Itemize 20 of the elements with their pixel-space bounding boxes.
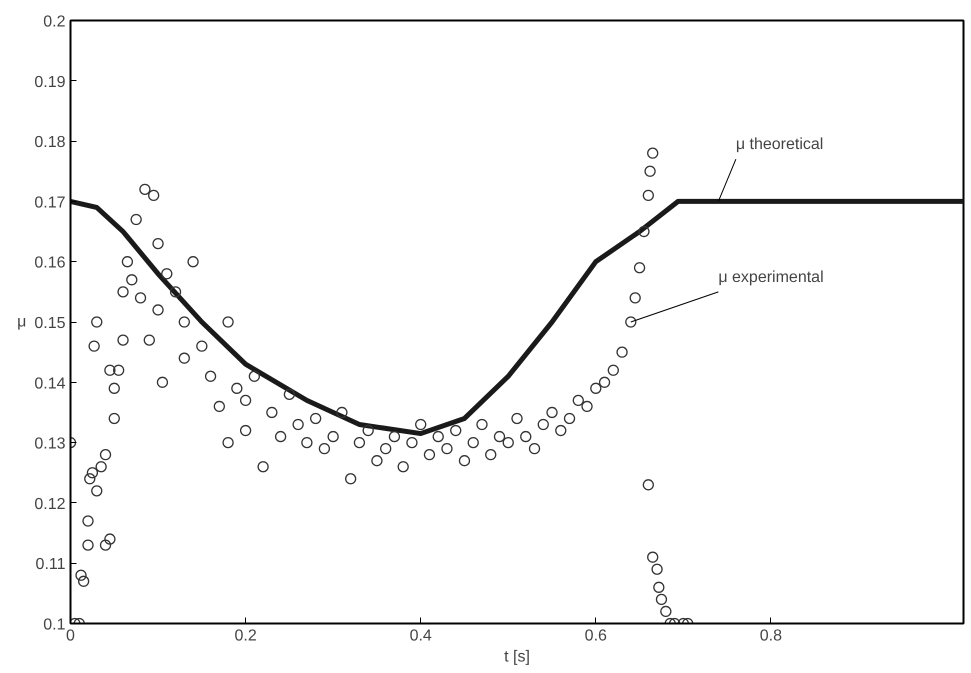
annotation: μ experimental xyxy=(718,268,824,286)
y-tick-label: 0.16 xyxy=(34,254,66,272)
x-axis-title: t [s] xyxy=(504,648,530,666)
x-tick-label: 0.4 xyxy=(410,628,432,644)
y-tick-label: 0.11 xyxy=(36,556,66,574)
y-tick-label: 0.17 xyxy=(34,194,66,212)
y-axis-title: μ xyxy=(17,314,26,330)
x-tick-label: 0.2 xyxy=(234,628,257,644)
x-tick-label: 0.8 xyxy=(760,628,782,644)
y-tick-label: 0.15 xyxy=(34,315,66,332)
y-tick-label: 0.18 xyxy=(34,134,66,152)
y-tick-label: 0.14 xyxy=(34,375,66,392)
annotation: μ theoretical xyxy=(736,136,824,154)
y-tick-label: 0.12 xyxy=(34,496,66,513)
x-tick-label: 0 xyxy=(66,628,76,644)
y-tick-label: 0.19 xyxy=(34,74,66,91)
y-tick-label: 0.1 xyxy=(43,616,66,634)
x-tick-label: 0.6 xyxy=(584,628,608,644)
y-tick-label: 0.13 xyxy=(34,436,66,453)
y-tick-label: 0.2 xyxy=(43,14,66,30)
